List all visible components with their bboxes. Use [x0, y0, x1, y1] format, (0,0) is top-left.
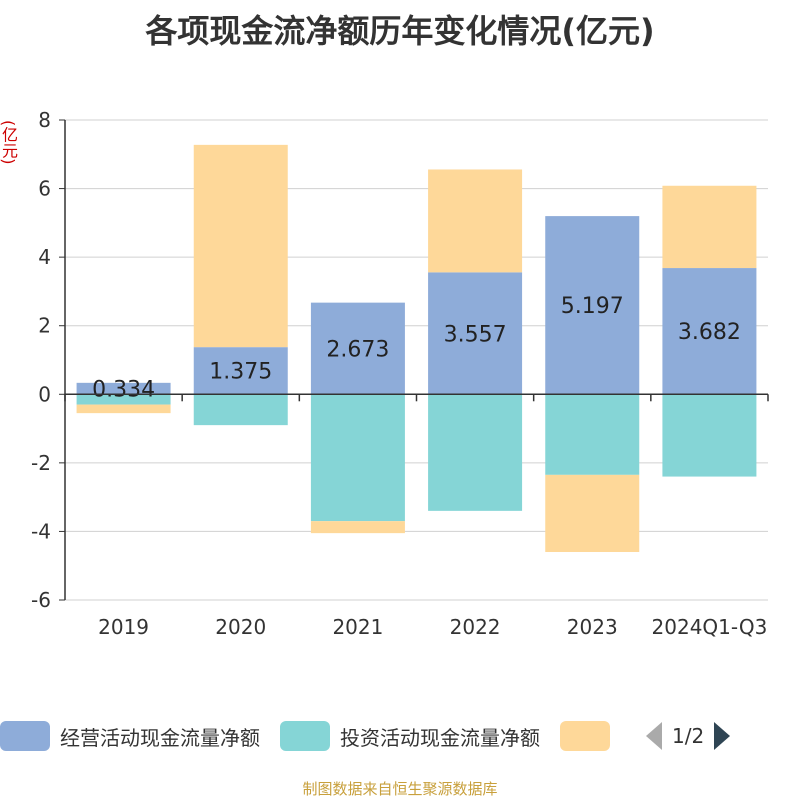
- bar-series1-2021: [310, 394, 405, 522]
- chart-plot: -6 -4 -2 0 2 4 6 8 0.334 1.375 2.673 3.557 5.197 3.68…: [31, 108, 769, 639]
- x-tick-label: 2023: [567, 615, 618, 639]
- bar-series2-2020: [193, 144, 288, 348]
- y-tick-label: 4: [38, 245, 51, 269]
- bar-series0-2023: [545, 216, 640, 395]
- chart-title: 各项现金流净额历年变化情况(亿元): [145, 12, 655, 50]
- bar-series0-2024Q1-Q3: [662, 268, 757, 395]
- x-tick-label: 2020: [215, 615, 266, 639]
- bar-series2-2022: [428, 169, 523, 273]
- bar-series0-2021: [310, 302, 405, 395]
- bar-series1-2022: [428, 394, 523, 511]
- legend-label-operating: 经营活动现金流量净额: [60, 725, 260, 750]
- data-label: 2.673: [326, 337, 389, 362]
- x-tick-label: 2024Q1-Q3: [652, 615, 768, 639]
- legend-swatch-investing: [280, 721, 330, 751]
- legend-next-page-icon[interactable]: [714, 722, 731, 750]
- y-tick-label: 0: [38, 382, 51, 406]
- bar-series0-2020: [193, 347, 288, 395]
- bar-series1-2023: [545, 394, 640, 475]
- legend-pager: 1/2: [646, 722, 731, 750]
- data-label: 0.334: [92, 378, 155, 403]
- bar-series2-2024Q1-Q3: [662, 185, 757, 269]
- bar-series1-2024Q1-Q3: [662, 394, 757, 477]
- legend-swatch-financing: [560, 721, 610, 751]
- y-tick-label: 8: [38, 108, 51, 132]
- x-tick-label: 2021: [332, 615, 383, 639]
- y-tick-label: -6: [31, 588, 51, 612]
- data-label: 3.557: [444, 322, 507, 347]
- data-label: 3.682: [678, 320, 741, 345]
- legend-page-indicator: 1/2: [672, 724, 705, 748]
- y-tick-label: -2: [31, 451, 51, 475]
- x-tick-label: 2019: [98, 615, 149, 639]
- data-label: 5.197: [561, 294, 624, 319]
- bar-series0-2022: [428, 272, 523, 395]
- y-tick-label: 6: [38, 177, 51, 201]
- bar-series1-2019: [76, 394, 171, 405]
- bar-series1-2020: [193, 394, 288, 426]
- y-tick-label: 2: [38, 314, 51, 338]
- legend-prev-page-icon[interactable]: [646, 722, 662, 750]
- data-label: 1.375: [209, 360, 272, 385]
- legend-item-financing[interactable]: [560, 721, 620, 751]
- bar-series2-2021: [310, 521, 405, 534]
- bar-series2-2019: [76, 404, 171, 414]
- legend: 经营活动现金流量净额 投资活动现金流量净额 1/2: [0, 716, 800, 756]
- legend-label-investing: 投资活动现金流量净额: [340, 725, 540, 750]
- legend-item-operating[interactable]: 经营活动现金流量净额: [0, 721, 260, 751]
- y-tick-label: -4: [31, 519, 51, 543]
- bar-series0-2019: [76, 382, 171, 395]
- y-axis-unit-label: (亿元): [0, 120, 18, 165]
- legend-item-investing[interactable]: 投资活动现金流量净额: [280, 721, 540, 751]
- data-source-note: 制图数据来自恒生聚源数据库: [302, 780, 498, 798]
- x-tick-label: 2022: [450, 615, 501, 639]
- bar-series2-2023: [545, 474, 640, 552]
- legend-swatch-operating: [0, 721, 50, 751]
